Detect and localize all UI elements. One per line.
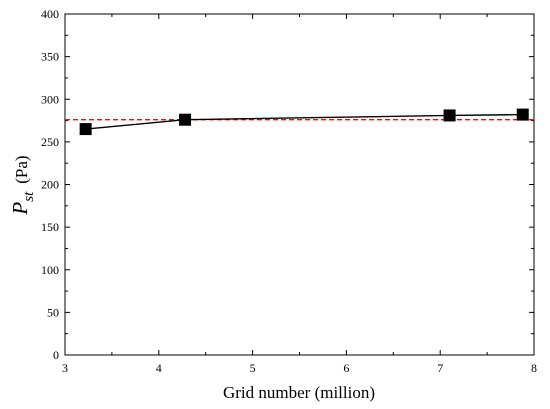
data-point	[179, 113, 192, 126]
data-point	[443, 109, 456, 122]
series-line	[85, 113, 523, 130]
y-tick-label: 150	[41, 220, 59, 234]
x-tick-labels: 3 4 5 6 7 8	[62, 361, 537, 375]
x-tick-label: 3	[62, 361, 68, 375]
data-point	[516, 108, 529, 121]
x-tick-label: 7	[437, 361, 443, 375]
x-axis-label: Grid number (million)	[223, 383, 375, 402]
y-tick-label: 400	[41, 7, 59, 21]
tick-marks	[64, 13, 535, 356]
y-tick-label: 250	[41, 135, 59, 149]
x-tick-label: 8	[531, 361, 537, 375]
data-markers	[79, 108, 529, 136]
y-tick-labels: 0 50 100 150 200 250 300 350 400	[41, 7, 59, 362]
x-tick-label: 5	[250, 361, 256, 375]
y-tick-label: 350	[41, 50, 59, 64]
y-tick-label: 100	[41, 263, 59, 277]
y-tick-label: 200	[41, 178, 59, 192]
y-tick-label: 300	[41, 92, 59, 106]
y-tick-label: 50	[47, 305, 59, 319]
x-tick-label: 4	[156, 361, 162, 375]
plot-frame	[64, 13, 535, 356]
y-axis-label: Pst (Pa)	[8, 155, 37, 215]
x-tick-label: 6	[343, 361, 349, 375]
y-tick-label: 0	[53, 348, 59, 362]
data-point	[79, 123, 92, 136]
y-axis-label-unit: (Pa)	[12, 155, 31, 183]
y-axis-label-subscript: st	[21, 191, 37, 202]
y-axis-label-symbol: P	[8, 202, 32, 216]
